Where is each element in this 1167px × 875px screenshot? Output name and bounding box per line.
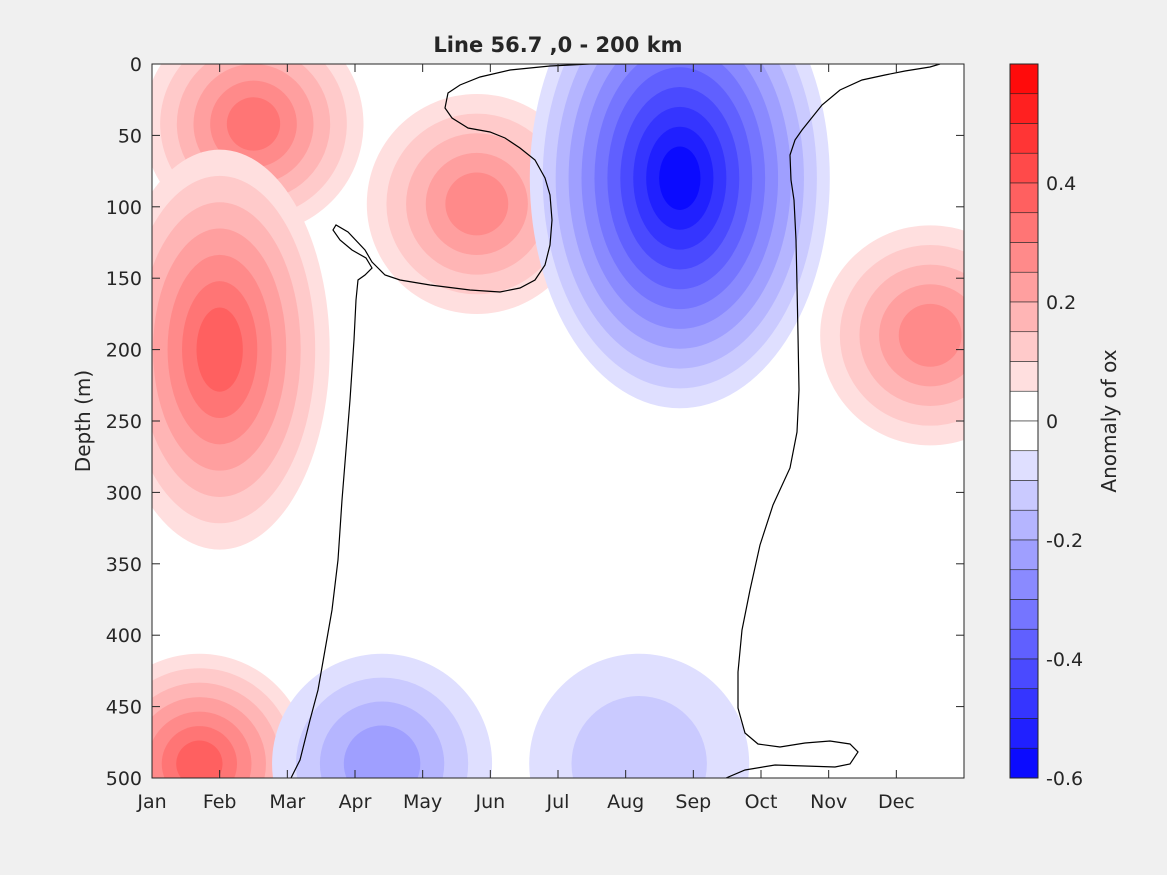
colorbar-band	[1009, 123, 1039, 154]
colorbar-band	[1009, 718, 1039, 749]
y-tick-label: 250	[106, 411, 142, 433]
colorbar-tick-label: 0	[1046, 411, 1058, 433]
x-tick-label: Feb	[203, 791, 237, 813]
colorbar-band	[1009, 390, 1039, 422]
contour-level	[571, 696, 707, 778]
colorbar-band	[1009, 599, 1039, 630]
y-tick-label: 300	[106, 482, 142, 504]
colorbar-band	[1009, 93, 1039, 124]
colorbar-band	[1009, 420, 1039, 452]
colorbar-band	[1009, 688, 1039, 719]
negative-core-deep-apr	[272, 653, 493, 778]
x-tick-label: Mar	[269, 791, 305, 813]
zero-contour-line-east	[725, 64, 941, 778]
colorbar-label: Anomaly of ox	[1097, 349, 1121, 492]
chart-title: Line 56.7 ,0 - 200 km	[433, 33, 682, 57]
positive-core-deep-winter	[152, 653, 310, 778]
positive-core-dec	[820, 225, 964, 446]
contour-level	[343, 725, 421, 778]
colorbar-ticks: 0.4 0.2 0 -0.2 -0.4 -0.6	[1046, 173, 1083, 790]
x-tick-label: Oct	[745, 791, 778, 813]
colorbar-band	[1009, 301, 1039, 333]
colorbar-band	[1009, 509, 1039, 541]
colorbar-band	[1009, 152, 1039, 184]
x-tick-label: Jun	[474, 791, 505, 813]
x-tick-label: Nov	[810, 791, 847, 813]
y-tick-label: 500	[106, 768, 142, 790]
colorbar-band	[1009, 63, 1039, 95]
negative-core-aug-sep	[529, 64, 830, 409]
y-tick-label: 400	[106, 625, 142, 647]
y-tick-label: 450	[106, 697, 142, 719]
colorbar-band	[1009, 658, 1039, 690]
x-tick-label: Aug	[607, 791, 644, 813]
colorbar-band	[1009, 480, 1039, 511]
contour-level	[196, 307, 243, 392]
y-tick-label: 100	[106, 197, 142, 219]
colorbar-band	[1009, 361, 1039, 392]
y-tick-label: 200	[106, 340, 142, 362]
contour-level	[445, 172, 509, 236]
x-tick-label: Sep	[675, 791, 711, 813]
negative-core-deep-aug	[529, 653, 750, 778]
colorbar-band	[1009, 182, 1039, 214]
colorbar-band	[1009, 450, 1039, 481]
y-axis-label: Depth (m)	[71, 370, 95, 472]
contour-level	[659, 146, 701, 210]
y-tick-label: 350	[106, 554, 142, 576]
x-tick-label: May	[403, 791, 442, 813]
zero-contour-line-west	[290, 64, 625, 778]
y-tick-label: 50	[118, 125, 142, 147]
zero-contour	[290, 64, 941, 778]
colorbar-tick-label: -0.6	[1046, 768, 1083, 790]
x-axis: Jan Feb Mar Apr May Jun Jul Aug Sep Oct Nov Dec	[136, 64, 915, 813]
contour-level	[176, 740, 223, 778]
colorbar-band	[1009, 628, 1039, 660]
plot-area	[151, 63, 965, 779]
contour-level	[898, 303, 962, 367]
x-tick-label: Dec	[878, 791, 915, 813]
colorbar-tick-label: -0.4	[1046, 649, 1083, 671]
colorbar-tick-label: -0.2	[1046, 530, 1083, 552]
x-tick-label: Jan	[136, 791, 166, 813]
x-tick-label: Apr	[339, 791, 372, 813]
y-axis: 0 50 100 150 200 250 300 350 400 450 500	[106, 54, 964, 790]
colorbar-band	[1009, 331, 1039, 362]
colorbar-band	[1009, 271, 1039, 303]
colorbar-band	[1009, 747, 1039, 779]
contour-level	[226, 97, 281, 151]
contour-field	[152, 64, 964, 778]
x-tick-label: Jul	[546, 791, 570, 813]
colorbar-tick-label: 0.4	[1046, 173, 1076, 195]
colorbar-band	[1009, 242, 1039, 273]
y-tick-label: 0	[130, 54, 142, 76]
positive-core-shallow-winter	[152, 64, 364, 234]
positive-core-subsurface-winter	[152, 149, 330, 550]
y-tick-label: 150	[106, 268, 142, 290]
colorbar-band	[1009, 569, 1039, 600]
colorbar-bands	[1009, 63, 1039, 779]
colorbar-band	[1009, 212, 1039, 243]
colorbar-tick-label: 0.2	[1046, 292, 1076, 314]
colorbar-band	[1009, 539, 1039, 571]
colorbar-frame	[1009, 63, 1039, 779]
colorbar: 0.4 0.2 0 -0.2 -0.4 -0.6 Anomaly of ox	[1009, 63, 1121, 790]
